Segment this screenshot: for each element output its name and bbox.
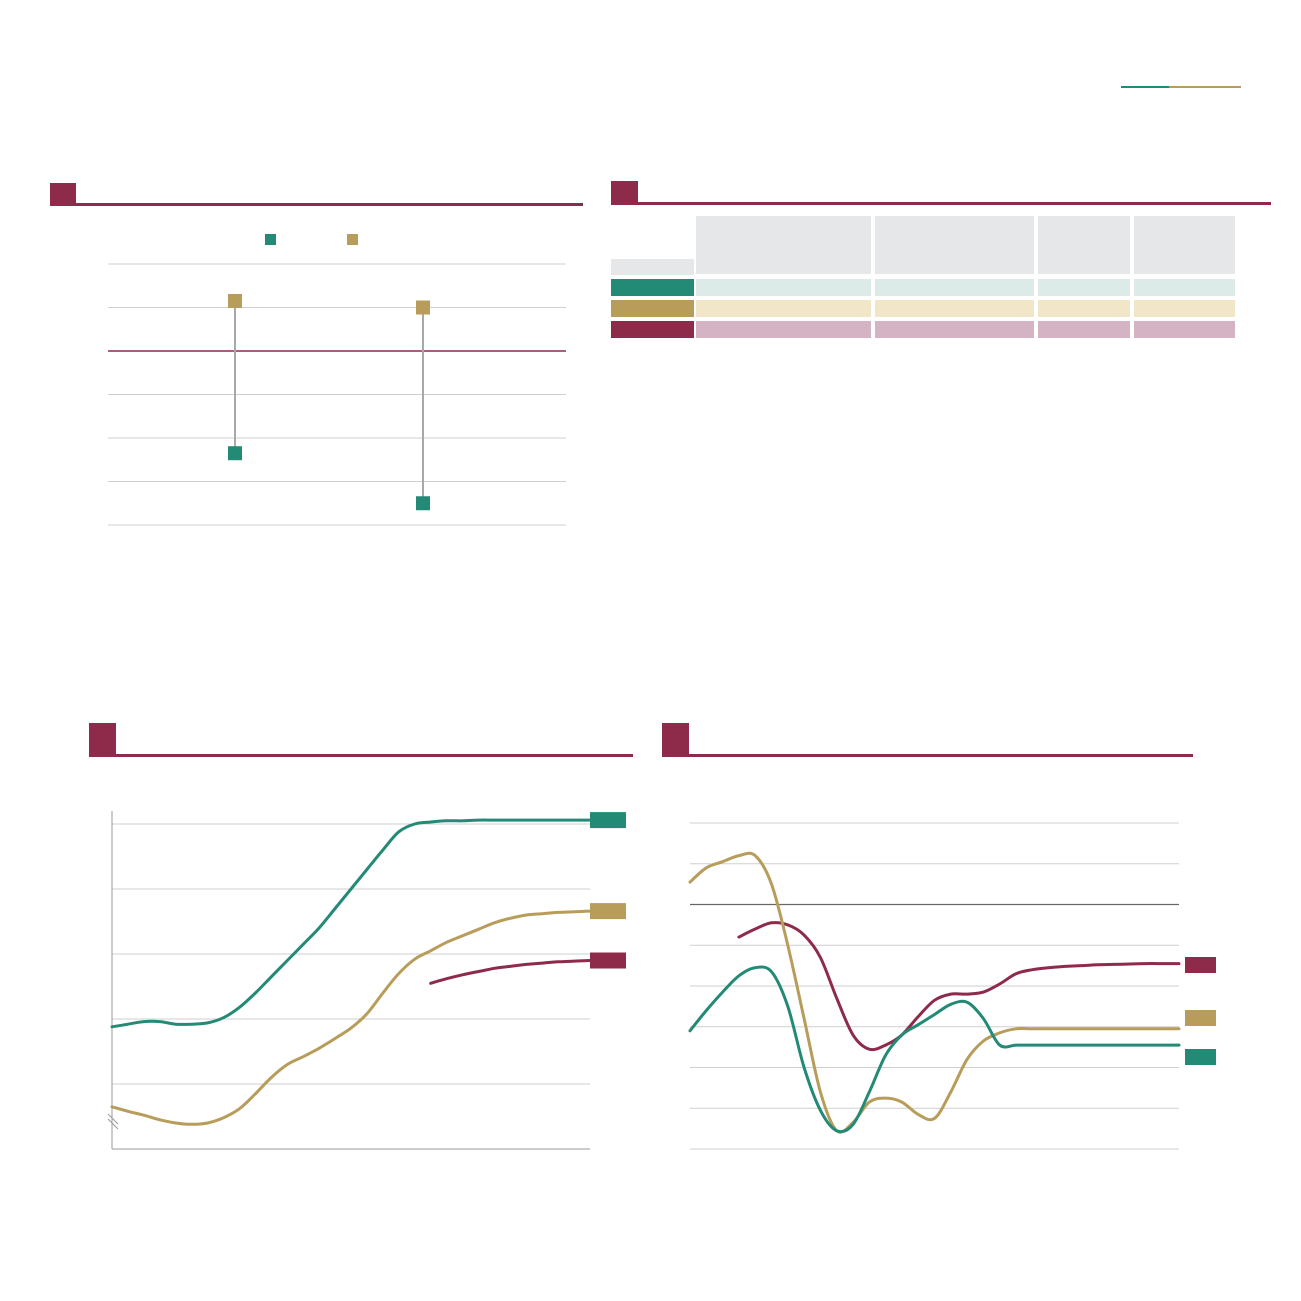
legend-swatch-gold	[347, 234, 358, 245]
table-cell	[1038, 321, 1130, 338]
table-row-key	[611, 300, 694, 317]
dumbbell-high-point	[228, 293, 242, 308]
table-cell	[1038, 279, 1130, 296]
dumbbell-chart	[108, 234, 566, 526]
legend-swatch-teal	[265, 234, 276, 245]
series-line	[110, 909, 592, 1126]
panel-rule	[662, 754, 1193, 757]
table-cell	[875, 321, 1034, 338]
table-cell	[1134, 300, 1235, 317]
dumbbell-high-point	[416, 300, 430, 315]
table-cell	[696, 300, 871, 317]
panel-header-top-left	[50, 183, 583, 207]
series-line	[688, 851, 1181, 1134]
panel-badge	[662, 723, 689, 755]
series-end-label	[1185, 957, 1216, 973]
axis-break-mark	[107, 1113, 119, 1125]
series-line	[429, 959, 592, 985]
series-end-label	[590, 952, 626, 969]
table-cell	[875, 300, 1034, 317]
line-chart-bottom-right	[688, 822, 1216, 1150]
header-accent-rule-gold	[1169, 86, 1241, 88]
series-line	[688, 965, 1181, 1134]
panel-header-bottom-right	[662, 723, 1193, 757]
table-header-cell	[1134, 216, 1235, 274]
series-end-label	[1185, 1049, 1216, 1065]
axis-break-mark	[107, 1118, 119, 1130]
header-accent-rule-teal	[1121, 86, 1169, 88]
panel-badge	[89, 723, 116, 755]
table-header-cell	[696, 216, 871, 274]
table-cell	[1134, 279, 1235, 296]
series-end-label	[1185, 1010, 1216, 1026]
table-header-cell	[1038, 216, 1130, 274]
panel-badge	[50, 183, 76, 204]
table-cell	[875, 279, 1034, 296]
panel-header-top-right	[611, 181, 1271, 205]
panel-rule	[611, 202, 1271, 205]
table-cell	[696, 321, 871, 338]
table-corner-cell	[611, 259, 694, 275]
dumbbell-low-point	[416, 496, 430, 511]
series-line	[110, 818, 592, 1029]
table-row-key	[611, 321, 694, 338]
table-cell	[696, 279, 871, 296]
panel-badge	[611, 181, 638, 203]
panel-header-bottom-left	[89, 723, 633, 757]
dumbbell-low-point	[228, 446, 242, 461]
panel-rule	[89, 754, 633, 757]
series-end-label	[590, 903, 626, 920]
table-header-cell	[875, 216, 1034, 274]
table-cell	[1134, 321, 1235, 338]
series-line	[737, 921, 1181, 1052]
table-cell	[1038, 300, 1130, 317]
panel-rule	[50, 203, 583, 206]
series-end-label	[590, 812, 626, 829]
table-row-key	[611, 279, 694, 296]
line-chart-bottom-left	[107, 811, 626, 1150]
